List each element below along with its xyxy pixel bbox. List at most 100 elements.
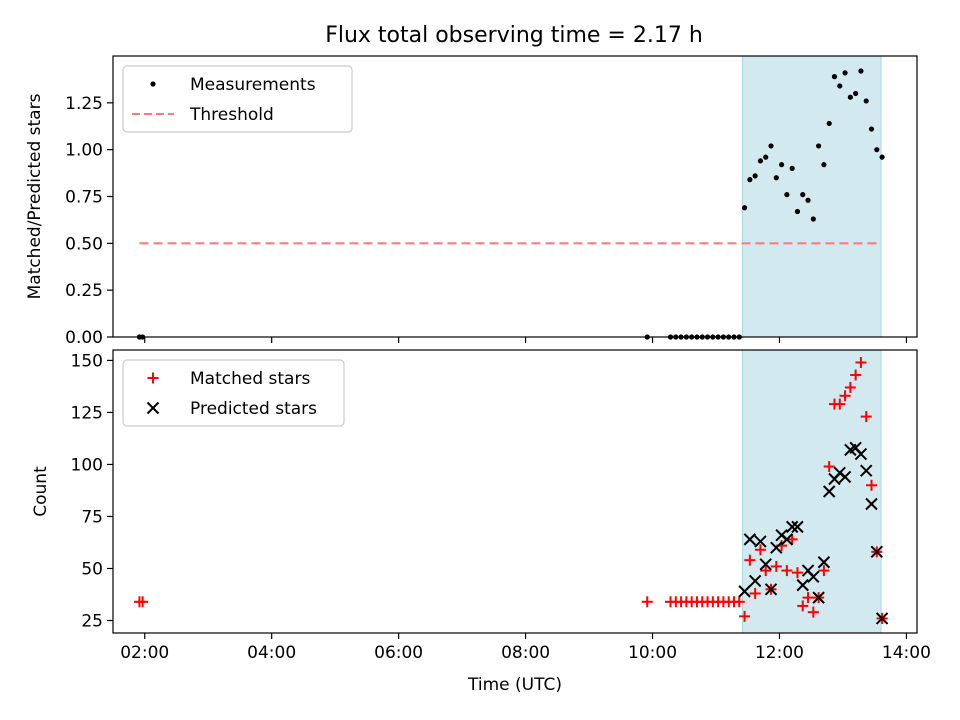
legend-predicted-label: Predicted stars	[190, 399, 317, 419]
predicted-star-point	[754, 535, 767, 548]
predicted-star-point	[812, 591, 825, 604]
matched-star-point	[786, 533, 798, 545]
matched-star-point	[818, 565, 830, 577]
matched-star-point	[860, 411, 872, 423]
y-tick-label: 0.25	[65, 281, 103, 301]
x-tick-label: 02:00	[120, 643, 169, 663]
legend-measurements-marker	[150, 81, 156, 87]
matched-star-point	[791, 567, 803, 579]
measurement-point	[747, 177, 753, 183]
measurement-point	[752, 173, 758, 179]
matched-star-point	[770, 560, 782, 572]
top-panel: 0.00 0.25 0.50 0.75 1.00 1.25 Matched/Predict…	[25, 55, 918, 348]
matched-star-point	[839, 390, 851, 402]
x-tick-label: 10:00	[628, 643, 677, 663]
matched-star-point	[844, 381, 856, 393]
measurement-point	[858, 68, 864, 74]
x-tick-label: 12:00	[755, 643, 804, 663]
y-tick-label: 50	[81, 559, 103, 579]
predicted-star-point	[748, 574, 762, 588]
measurement-point	[837, 83, 843, 89]
predicted-star-point	[865, 497, 878, 511]
predicted-star-point	[838, 470, 852, 484]
measurement-point	[821, 162, 827, 168]
x-tick-label: 04:00	[247, 643, 296, 663]
legend-threshold-label: Threshold	[189, 105, 274, 125]
top-y-axis-label: Matched/Predicted stars	[25, 93, 45, 299]
measurement-point	[874, 147, 880, 153]
matched-star-point	[744, 554, 756, 566]
matched-star-point	[807, 606, 819, 618]
top-shaded-interval	[741, 55, 882, 338]
legend-plus	[147, 372, 159, 384]
matched-star-point	[137, 596, 149, 608]
predicted-star-point	[875, 612, 889, 625]
predicted-stars-points	[738, 441, 889, 625]
predicted-star-point	[870, 545, 884, 559]
legend-matched-marker	[147, 372, 159, 384]
top-legend-box	[122, 65, 353, 133]
matched-star-point	[797, 600, 809, 612]
legend-cross	[146, 401, 160, 415]
chart-title: Flux total observing time = 2.17 h	[325, 23, 703, 48]
matched-star-point	[823, 461, 835, 473]
measurement-point	[794, 208, 801, 215]
legend-measurements-label: Measurements	[190, 75, 316, 95]
x-tick-label: 14:00	[882, 643, 931, 663]
measurement-point	[810, 216, 816, 222]
y-tick-label: 75	[81, 507, 103, 527]
matched-star-point	[760, 565, 772, 577]
bottom-legend-box	[122, 359, 345, 427]
measurement-point	[847, 94, 853, 100]
predicted-star-point	[764, 583, 778, 596]
matched-star-point	[754, 544, 766, 556]
predicted-star-point	[780, 533, 794, 546]
y-tick-label: 25	[81, 612, 103, 632]
measurement-point	[773, 175, 779, 181]
top-x-axis-ticks	[144, 337, 908, 343]
measurement-point	[868, 126, 875, 132]
x-axis-label: Time (UTC)	[467, 675, 562, 695]
predicted-star-point	[791, 520, 804, 534]
matched-star-point	[739, 610, 751, 622]
y-tick-label: 125	[71, 403, 103, 423]
x-tick-label: 08:00	[501, 643, 550, 663]
y-tick-label: 1.25	[65, 94, 103, 114]
measurement-point	[879, 154, 885, 160]
predicted-star-point	[796, 578, 809, 592]
measurement-point	[816, 143, 822, 149]
top-legend: Measurements Threshold	[122, 65, 353, 133]
y-tick-label: 0.00	[65, 328, 103, 348]
y-tick-label: 100	[71, 455, 103, 475]
bottom-plot-frame	[112, 349, 918, 634]
top-y-axis-ticks: 0.00 0.25 0.50 0.75 1.00 1.25	[65, 94, 113, 348]
measurement-point	[741, 205, 748, 211]
predicted-star-point	[817, 556, 831, 569]
y-tick-label: 1.00	[65, 141, 103, 161]
matched-stars-points	[133, 356, 888, 624]
measurement-point	[831, 74, 838, 80]
matched-star-point	[733, 596, 745, 608]
bottom-y-axis-ticks: 25 50 75 100 125 150	[71, 351, 113, 632]
measurement-point	[784, 192, 790, 198]
bottom-legend: Matched stars Predicted stars	[122, 359, 345, 427]
measurement-point	[768, 143, 774, 149]
matched-star-point	[749, 587, 761, 599]
predicted-star-point	[854, 447, 868, 461]
matched-star-point	[855, 356, 867, 368]
legend-predicted-marker	[146, 401, 160, 415]
matched-star-point	[850, 369, 862, 381]
bottom-y-axis-label: Count	[31, 466, 51, 517]
measurement-point	[778, 162, 785, 168]
predicted-star-point	[785, 520, 799, 534]
predicted-star-point	[770, 541, 783, 554]
y-tick-label: 150	[71, 351, 103, 371]
bottom-panel: 25 50 75 100 125 150 02:00 04:00 06:00 08:00 10:0…	[31, 349, 931, 695]
matched-star-point	[641, 596, 653, 608]
matched-star-point	[866, 479, 878, 491]
x-tick-label: 06:00	[374, 643, 423, 663]
predicted-star-point	[807, 570, 820, 584]
matched-star-point	[781, 565, 793, 577]
measurement-point	[757, 158, 764, 164]
